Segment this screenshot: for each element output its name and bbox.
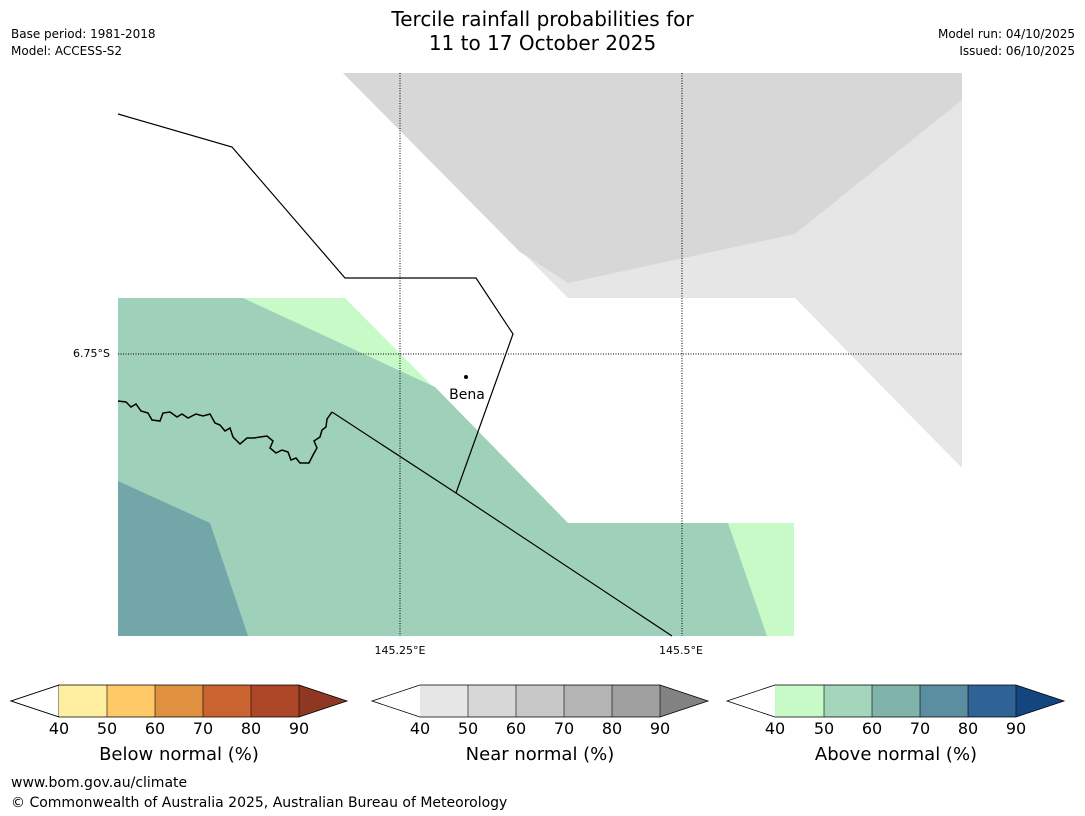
below-tick-40: 40: [48, 719, 70, 738]
base-period: Base period: 1981-2018: [11, 27, 156, 41]
below-tick-70: 70: [192, 719, 214, 738]
colorbar-above-bin-60-70: [872, 685, 920, 717]
colorbar-above-extend-high: [1016, 685, 1064, 717]
near-tick-80: 80: [601, 719, 623, 738]
colorbar-near-bin-70-80: [564, 685, 612, 717]
river-boundary: [117, 400, 333, 464]
colorbar-above-bin-80-90: [968, 685, 1016, 717]
province-border-south: [331, 411, 673, 637]
colorbar-near-bin-60-70: [516, 685, 564, 717]
colorbar-below-bin-80-90: [251, 685, 299, 717]
colorbar-below-normal: [9, 684, 349, 718]
near-tick-90: 90: [649, 719, 671, 738]
colorbar-above-bin-50-60: [824, 685, 872, 717]
above-tick-90: 90: [1005, 719, 1027, 738]
colorbar-near-bin-40-50: [420, 685, 468, 717]
colorbar-below-extend-high: [299, 685, 347, 717]
above-normal-50-region: [118, 298, 767, 636]
place-label-bena: Bena: [449, 387, 485, 403]
bena-marker: [464, 375, 468, 379]
colorbar-above-extend-low: [727, 685, 775, 717]
colorbar-below-bin-50-60: [107, 685, 155, 717]
above-tick-50: 50: [813, 719, 835, 738]
lon-label-145-25: 145.25°E: [374, 644, 426, 657]
above-tick-70: 70: [909, 719, 931, 738]
below-tick-80: 80: [240, 719, 262, 738]
colorbar-near-normal: [370, 684, 710, 718]
issued-date: Issued: 06/10/2025: [959, 44, 1075, 58]
lat-label: 6.75°S: [73, 347, 110, 360]
below-tick-90: 90: [288, 719, 310, 738]
website-link[interactable]: www.bom.gov.au/climate: [11, 775, 188, 791]
title-line-1: Tercile rainfall probabilities for: [391, 7, 694, 31]
title-line-2: 11 to 17 October 2025: [428, 31, 657, 55]
colorbar-above-outline: [725, 684, 1066, 718]
model-name: Model: ACCESS-S2: [11, 44, 123, 58]
near-tick-60: 60: [505, 719, 527, 738]
province-border-north: [117, 113, 514, 494]
near-normal-title: Near normal (%): [465, 744, 615, 765]
near-tick-50: 50: [457, 719, 479, 738]
above-tick-60: 60: [861, 719, 883, 738]
below-normal-title: Below normal (%): [99, 744, 259, 765]
colorbar-near-extend-high: [660, 685, 708, 717]
near-tick-40: 40: [409, 719, 431, 738]
colorbar-below-bin-40-50: [59, 685, 107, 717]
colorbar-near-outline: [370, 684, 710, 718]
colorbar-below-bin-70-80: [203, 685, 251, 717]
chart-title: Tercile rainfall probabilities for 11 to…: [0, 7, 1085, 55]
colorbar-near-bin-80-90: [612, 685, 660, 717]
model-info: Base period: 1981-2018 Model: ACCESS-S2: [11, 26, 156, 60]
colorbar-above-bin-70-80: [920, 685, 968, 717]
below-tick-60: 60: [144, 719, 166, 738]
above-normal-title: Above normal (%): [814, 744, 978, 765]
colorbar-below-extend-low: [9, 684, 60, 718]
colorbar-near-extend-low: [372, 685, 420, 717]
run-info: Model run: 04/10/2025 Issued: 06/10/2025: [938, 26, 1075, 60]
below-tick-50: 50: [96, 719, 118, 738]
above-tick-80: 80: [957, 719, 979, 738]
lon-label-145-5: 145.5°E: [659, 644, 703, 657]
colorbar-below-bin-60-70: [155, 685, 203, 717]
colorbar-below-outline: [9, 684, 349, 718]
near-normal-50-region: [343, 73, 962, 283]
above-tick-40: 40: [764, 719, 786, 738]
above-normal-60-region: [118, 481, 248, 636]
model-run-date: Model run: 04/10/2025: [937, 27, 1075, 41]
colorbar-near-bin-50-60: [468, 685, 516, 717]
colorbar-above-bin-40-50: [775, 685, 824, 717]
near-tick-70: 70: [553, 719, 575, 738]
colorbar-above-normal: [725, 684, 1066, 718]
copyright: © Commonwealth of Australia 2025, Austra…: [11, 795, 508, 811]
